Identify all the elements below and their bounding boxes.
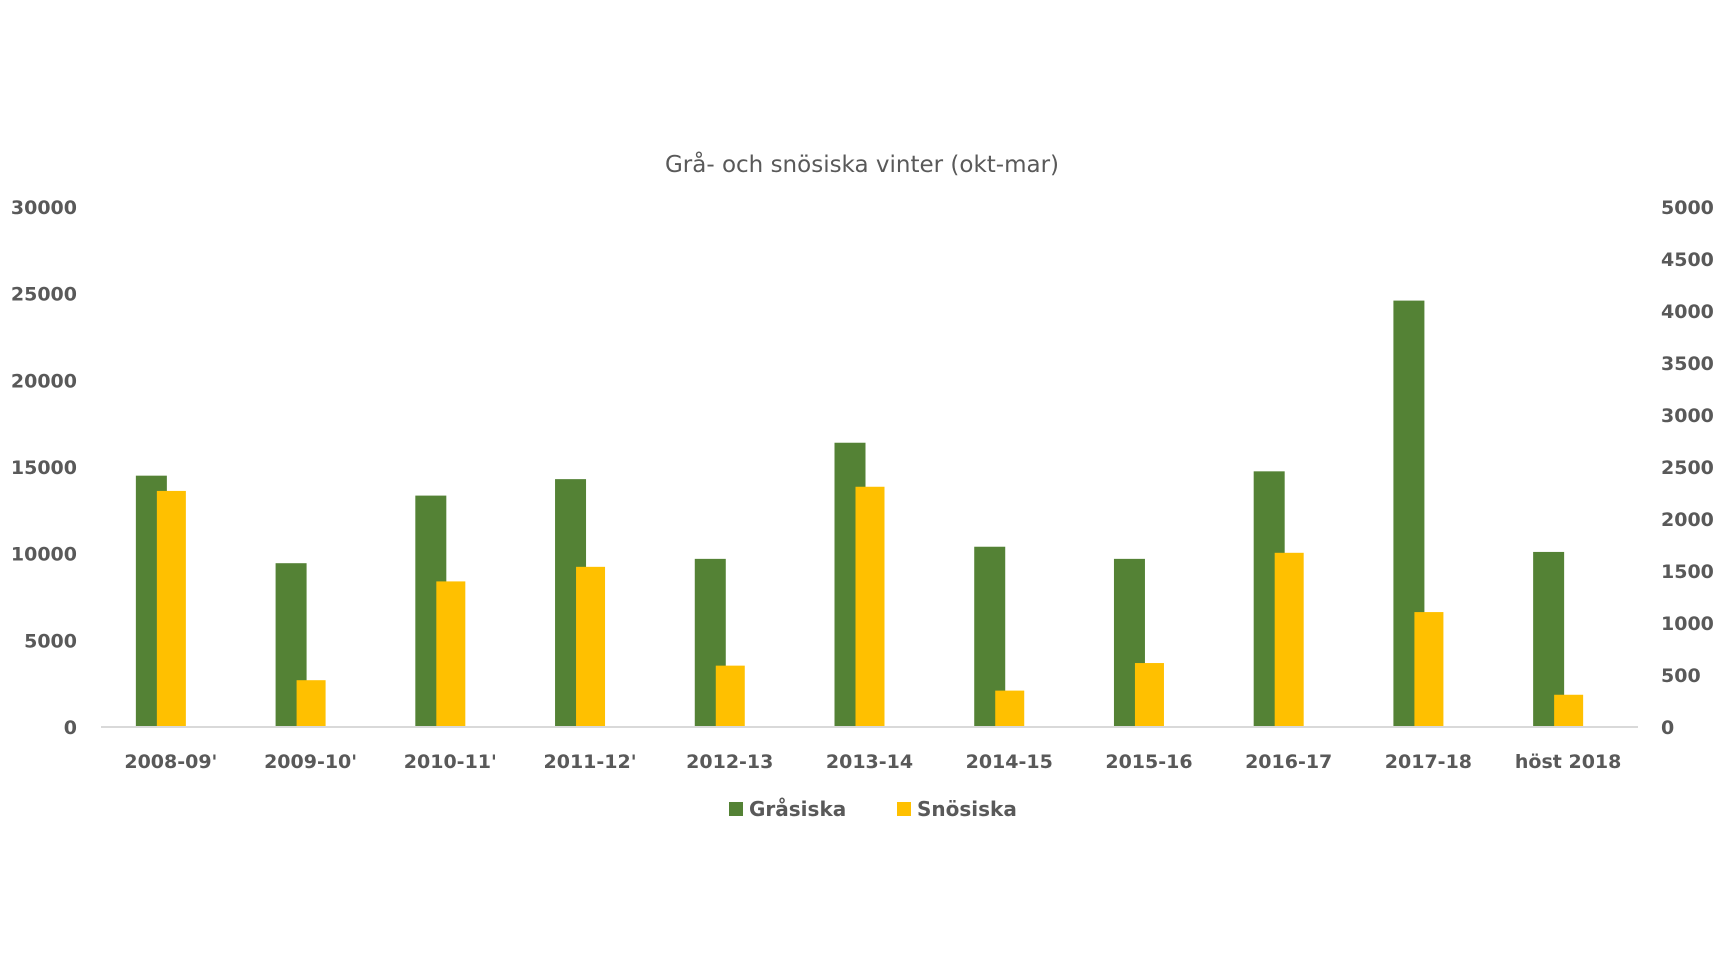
x-axis-category-label: 2013-14 — [826, 751, 913, 773]
x-axis-category-label: 2012-13 — [686, 751, 773, 773]
left-axis-tick-label: 25000 — [11, 284, 77, 306]
right-axis-tick-label: 4000 — [1661, 301, 1714, 323]
category-group — [135, 475, 186, 727]
category-group — [415, 495, 466, 727]
left-axis-tick-label: 30000 — [11, 197, 77, 219]
bar-snosiska — [855, 486, 885, 727]
x-axis-category-label: 2010-11' — [404, 751, 497, 773]
bar-snosiska — [436, 581, 466, 727]
bar-snosiska — [576, 566, 606, 727]
left-axis-tick-label: 10000 — [11, 544, 77, 566]
right-axis-tick-label: 3000 — [1661, 405, 1714, 427]
legend-swatch-icon — [729, 802, 743, 816]
bar-snosiska — [1274, 552, 1304, 727]
category-group — [694, 558, 745, 727]
bar-snosiska — [1134, 663, 1164, 727]
right-axis-tick-label: 500 — [1661, 665, 1701, 687]
right-axis-tick-label: 2500 — [1661, 457, 1714, 479]
category-group — [1113, 558, 1164, 727]
bar-series-group — [135, 300, 1584, 727]
right-y-axis: 0 500 1000 1500 2000 2500 3000 3500 4000 4500 5000 — [1661, 197, 1714, 739]
left-y-axis: 0 5000 10000 15000 20000 25000 30000 — [11, 197, 77, 739]
legend: Gråsiska Snösiska — [729, 797, 1017, 821]
bar-snosiska — [1414, 612, 1444, 727]
category-group — [1533, 551, 1584, 727]
bar-snosiska — [715, 665, 745, 727]
right-axis-tick-label: 3500 — [1661, 353, 1714, 375]
x-axis-category-label: 2017-18 — [1385, 751, 1472, 773]
legend-item: Gråsiska — [729, 797, 846, 821]
category-group — [555, 479, 606, 727]
category-group — [1393, 300, 1444, 727]
left-axis-tick-label: 15000 — [11, 457, 77, 479]
category-group — [974, 546, 1025, 727]
right-axis-tick-label: 1500 — [1661, 561, 1714, 583]
x-axis-category-label: 2016-17 — [1245, 751, 1332, 773]
category-group — [834, 442, 885, 727]
bar-snosiska — [995, 690, 1025, 727]
x-axis-category-label: 2011-12' — [544, 751, 637, 773]
x-axis-category-label: 2014-15 — [966, 751, 1053, 773]
bar-snosiska — [1554, 694, 1584, 727]
left-axis-tick-label: 5000 — [24, 630, 77, 652]
x-axis-labels: 2008-09' 2009-10' 2010-11' 2011-12' 2012-13 2… — [124, 751, 1621, 773]
left-axis-tick-label: 20000 — [11, 370, 77, 392]
chart-title: Grå- och snösiska vinter (okt-mar) — [665, 150, 1059, 178]
right-axis-tick-label: 4500 — [1661, 249, 1714, 271]
right-axis-tick-label: 5000 — [1661, 197, 1714, 219]
legend-item: Snösiska — [897, 797, 1017, 821]
legend-swatch-icon — [897, 802, 911, 816]
legend-label: Snösiska — [917, 797, 1017, 821]
x-axis-category-label: höst 2018 — [1515, 751, 1621, 773]
left-axis-tick-label: 0 — [64, 717, 77, 739]
bar-snosiska — [296, 680, 326, 727]
category-group — [1253, 471, 1304, 727]
x-axis-category-label: 2008-09' — [124, 751, 217, 773]
bar-snosiska — [156, 490, 186, 727]
right-axis-tick-label: 0 — [1661, 717, 1674, 739]
category-group — [275, 563, 326, 727]
right-axis-tick-label: 2000 — [1661, 509, 1714, 531]
right-axis-tick-label: 1000 — [1661, 613, 1714, 635]
legend-label: Gråsiska — [749, 797, 846, 821]
x-axis-category-label: 2009-10' — [264, 751, 357, 773]
x-axis-category-label: 2015-16 — [1105, 751, 1192, 773]
